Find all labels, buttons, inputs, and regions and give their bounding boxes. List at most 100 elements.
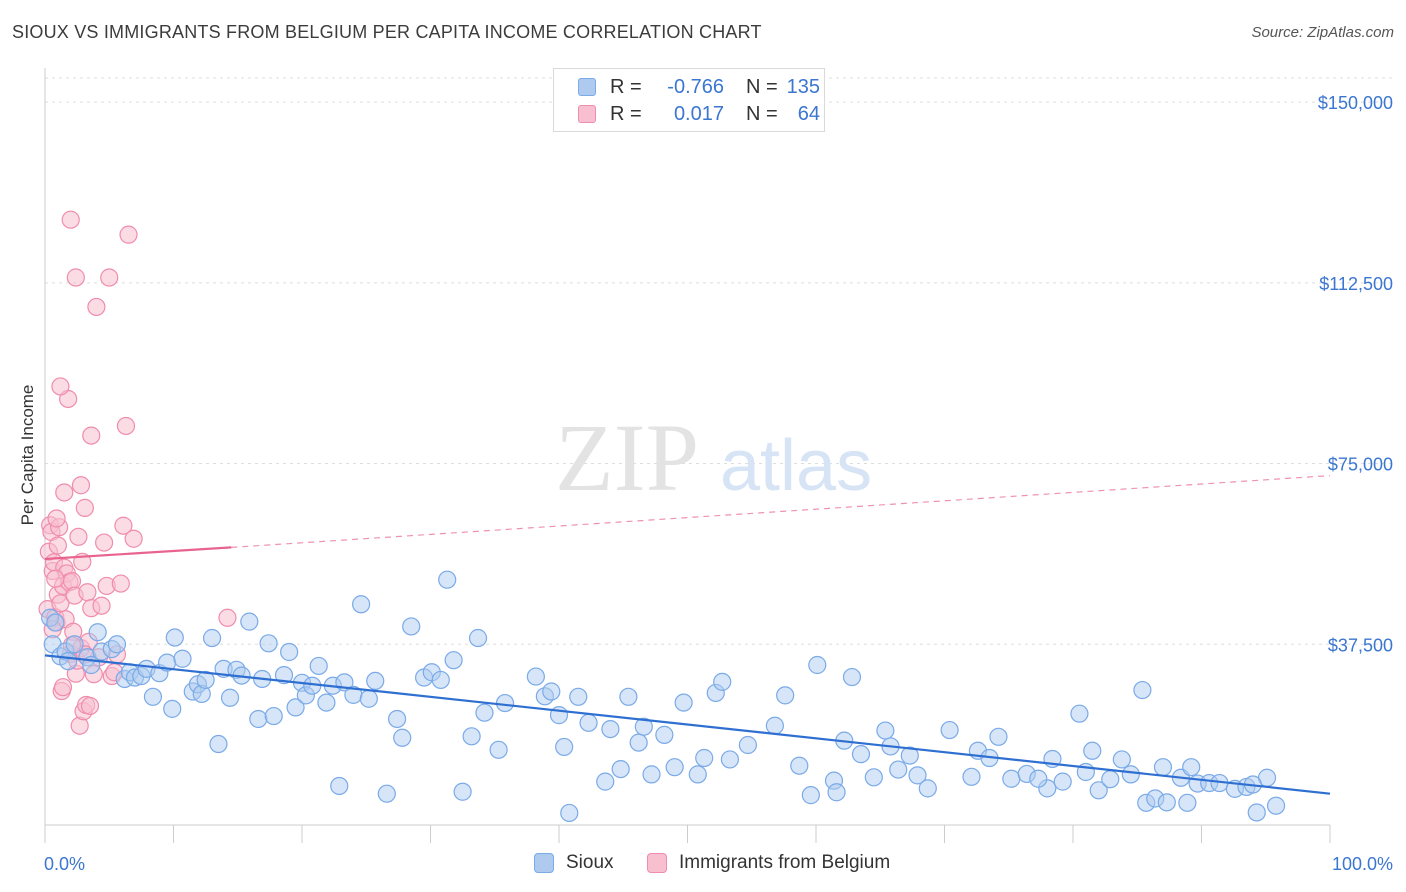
sioux-point <box>611 759 630 779</box>
sioux-point <box>989 727 1008 746</box>
sioux-point <box>908 766 927 785</box>
chart-title: SIOUX VS IMMIGRANTS FROM BELGIUM PER CAP… <box>12 22 762 42</box>
belgium-point <box>61 210 80 229</box>
sioux-point <box>655 725 674 744</box>
y-tick-label: $112,500 <box>1319 274 1393 294</box>
belgium-point <box>46 569 65 588</box>
belgium-point <box>69 527 88 546</box>
y-tick-label: $150,000 <box>1318 93 1393 113</box>
sioux-point <box>107 635 127 654</box>
sioux-point <box>876 721 895 740</box>
sioux-point <box>900 746 919 765</box>
trend-lines <box>44 474 1331 795</box>
belgium-point <box>116 416 136 436</box>
sioux-point <box>352 595 371 614</box>
sioux-point <box>143 687 163 706</box>
sioux-point <box>444 651 463 670</box>
sioux-point <box>1083 741 1102 760</box>
belgium-point <box>111 574 130 593</box>
belgium-point <box>53 678 73 697</box>
sioux-point <box>526 667 545 686</box>
sioux-point <box>1133 680 1152 700</box>
belgium-point <box>51 377 70 396</box>
sioux-trend-line <box>44 654 1331 795</box>
sioux-points <box>41 570 1286 823</box>
belgium-point <box>55 483 74 502</box>
sioux-point <box>438 570 457 589</box>
belgium-point <box>218 608 237 627</box>
sioux-point <box>889 760 908 779</box>
belgium-point <box>78 583 97 602</box>
sioux-point <box>688 765 707 784</box>
gridlines <box>45 77 1395 645</box>
sioux-point <box>475 703 494 722</box>
sioux-point <box>1002 769 1021 788</box>
legend-r-value: -0.766 <box>667 75 724 98</box>
bottom-legend-belgium: Immigrants from Belgium <box>647 852 890 874</box>
sioux-point <box>555 737 574 757</box>
belgium-swatch-icon <box>578 105 596 123</box>
y-tick-label: $37,500 <box>1328 635 1393 655</box>
belgium-point <box>71 476 91 495</box>
sioux-point <box>317 693 336 712</box>
sioux-point <box>468 628 488 648</box>
y-axis-label: Per Capita Income <box>18 384 37 526</box>
sioux-point <box>713 672 732 691</box>
sioux-point <box>1112 750 1131 769</box>
belgium-point <box>114 516 133 535</box>
belgium-point <box>92 596 111 615</box>
sioux-point <box>629 733 648 752</box>
legend-n-label: N = <box>746 75 778 98</box>
legend-n-value: 135 <box>786 75 820 98</box>
belgium-point <box>66 268 85 287</box>
sioux-point <box>1121 765 1140 784</box>
sioux-point <box>619 687 638 706</box>
belgium-point <box>47 509 66 528</box>
sioux-point <box>851 745 871 764</box>
sioux-point <box>202 628 222 648</box>
sioux-point <box>1053 772 1072 791</box>
sioux-point <box>366 671 385 691</box>
x-tick-label-end: 100.0% <box>1332 854 1393 874</box>
sioux-point <box>65 635 84 654</box>
sioux-point <box>940 720 959 740</box>
sioux-point <box>560 803 579 823</box>
sioux-point <box>1266 796 1286 815</box>
sioux-point <box>259 634 278 653</box>
sioux-point <box>359 689 378 708</box>
legend-r-label: R = <box>610 102 642 125</box>
belgium-point <box>124 529 143 548</box>
sioux-point <box>665 758 684 777</box>
sioux-point <box>918 779 937 798</box>
belgium-legend-icon <box>647 853 667 873</box>
legend-r-value: 0.017 <box>673 102 724 125</box>
legend-n-label: N = <box>746 102 778 125</box>
sioux-point <box>393 728 412 747</box>
sioux-point <box>274 666 294 685</box>
sioux-point <box>827 783 846 802</box>
sioux-point <box>453 782 472 801</box>
sioux-point <box>579 713 598 732</box>
sioux-point <box>1029 769 1048 788</box>
sioux-point <box>196 670 215 690</box>
belgium-legend-label: Immigrants from Belgium <box>679 852 891 873</box>
sioux-point <box>46 613 65 632</box>
belgium-trend-line <box>44 546 232 561</box>
sioux-point <box>962 767 981 786</box>
source-label: Source: ZipAtlas.com <box>1251 24 1394 41</box>
sioux-point <box>569 687 588 706</box>
sioux-point <box>1089 781 1108 800</box>
sioux-point <box>842 667 862 687</box>
sioux-point <box>765 716 784 735</box>
sioux-legend-icon <box>534 853 554 873</box>
sioux-point <box>776 686 795 705</box>
sioux-point <box>431 670 450 690</box>
tick-labels: $37,500 $75,000 $112,500 $150,000 0.0% 100.0% <box>44 93 1393 874</box>
sioux-point <box>165 628 184 647</box>
sioux-point <box>1178 793 1197 812</box>
sioux-point <box>88 623 107 642</box>
sioux-point <box>309 656 328 676</box>
legend-row-sioux: R = -0.766 N = 135 <box>578 75 820 99</box>
sioux-point <box>173 649 192 668</box>
legend-row-belgium: R = 0.017 N = 64 <box>578 102 820 126</box>
